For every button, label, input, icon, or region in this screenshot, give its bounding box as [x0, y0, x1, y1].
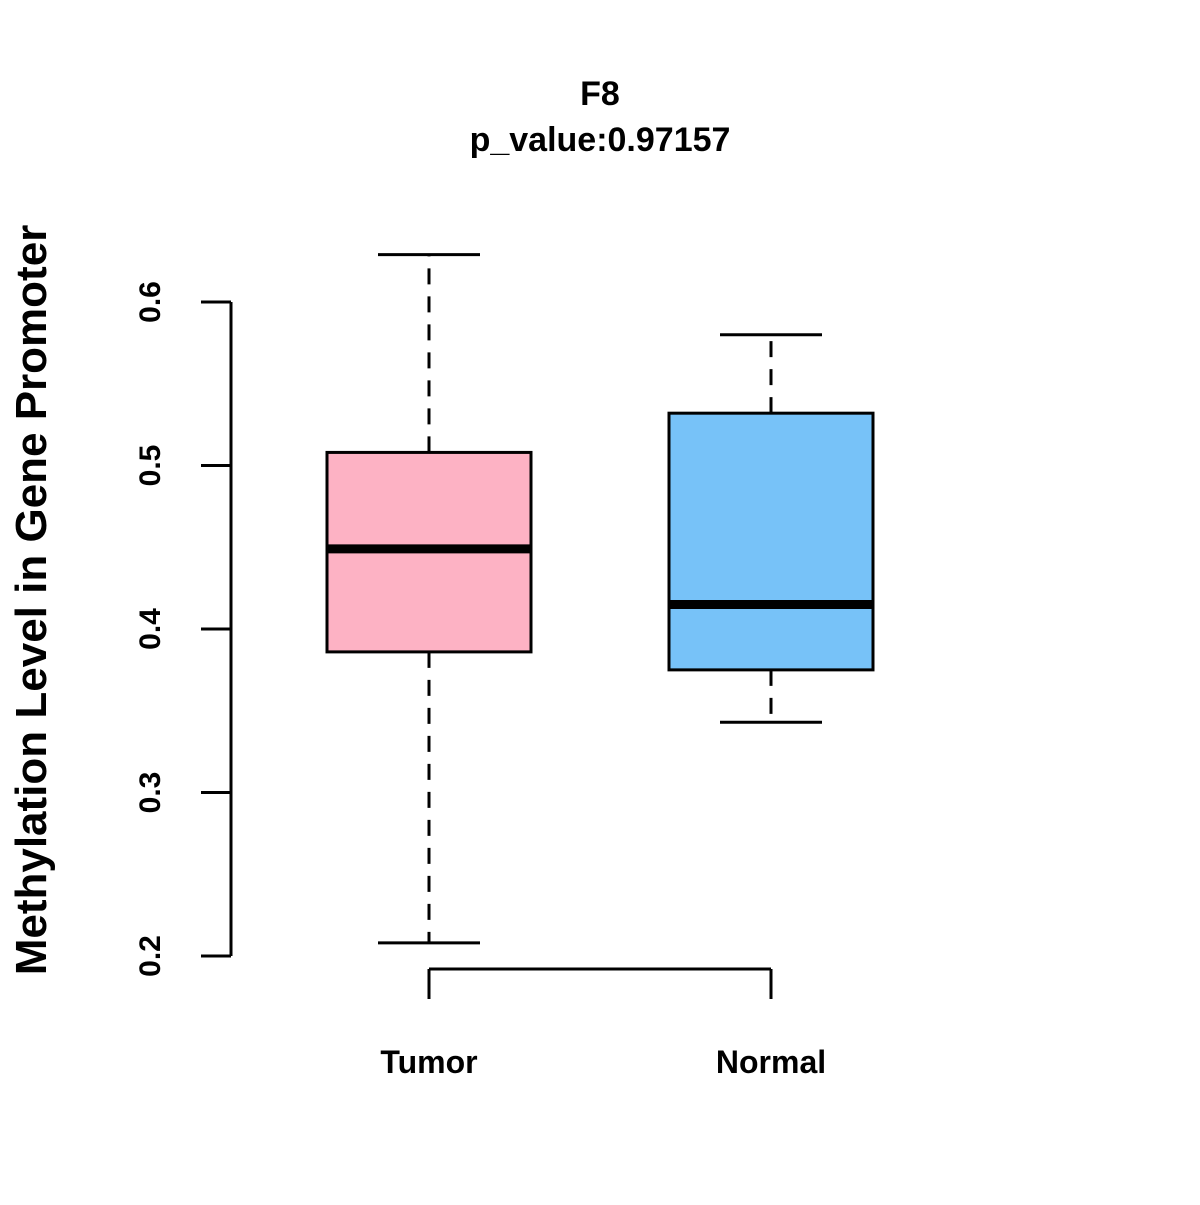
box-group-tumor	[325, 253, 533, 945]
y-tick-label: 0.2	[134, 935, 167, 977]
x-tick-label: Tumor	[380, 1044, 477, 1080]
y-axis-label: Methylation Level in Gene Promoter	[7, 225, 56, 976]
boxes-layer	[325, 253, 875, 945]
y-tick-label: 0.4	[134, 608, 167, 650]
x-axis: Tumor Normal	[380, 967, 826, 1080]
y-tick-label: 0.6	[134, 281, 167, 323]
y-axis: 0.2 0.3 0.4 0.5 0.6	[134, 281, 233, 977]
iqr-box	[667, 411, 875, 672]
chart-subtitle: p_value:0.97157	[470, 121, 731, 159]
y-tick-label: 0.5	[134, 445, 167, 487]
y-tick-label: 0.3	[134, 772, 167, 814]
box-group-normal	[667, 333, 875, 724]
x-tick-label: Normal	[716, 1044, 826, 1080]
chart-title: F8	[580, 75, 620, 113]
